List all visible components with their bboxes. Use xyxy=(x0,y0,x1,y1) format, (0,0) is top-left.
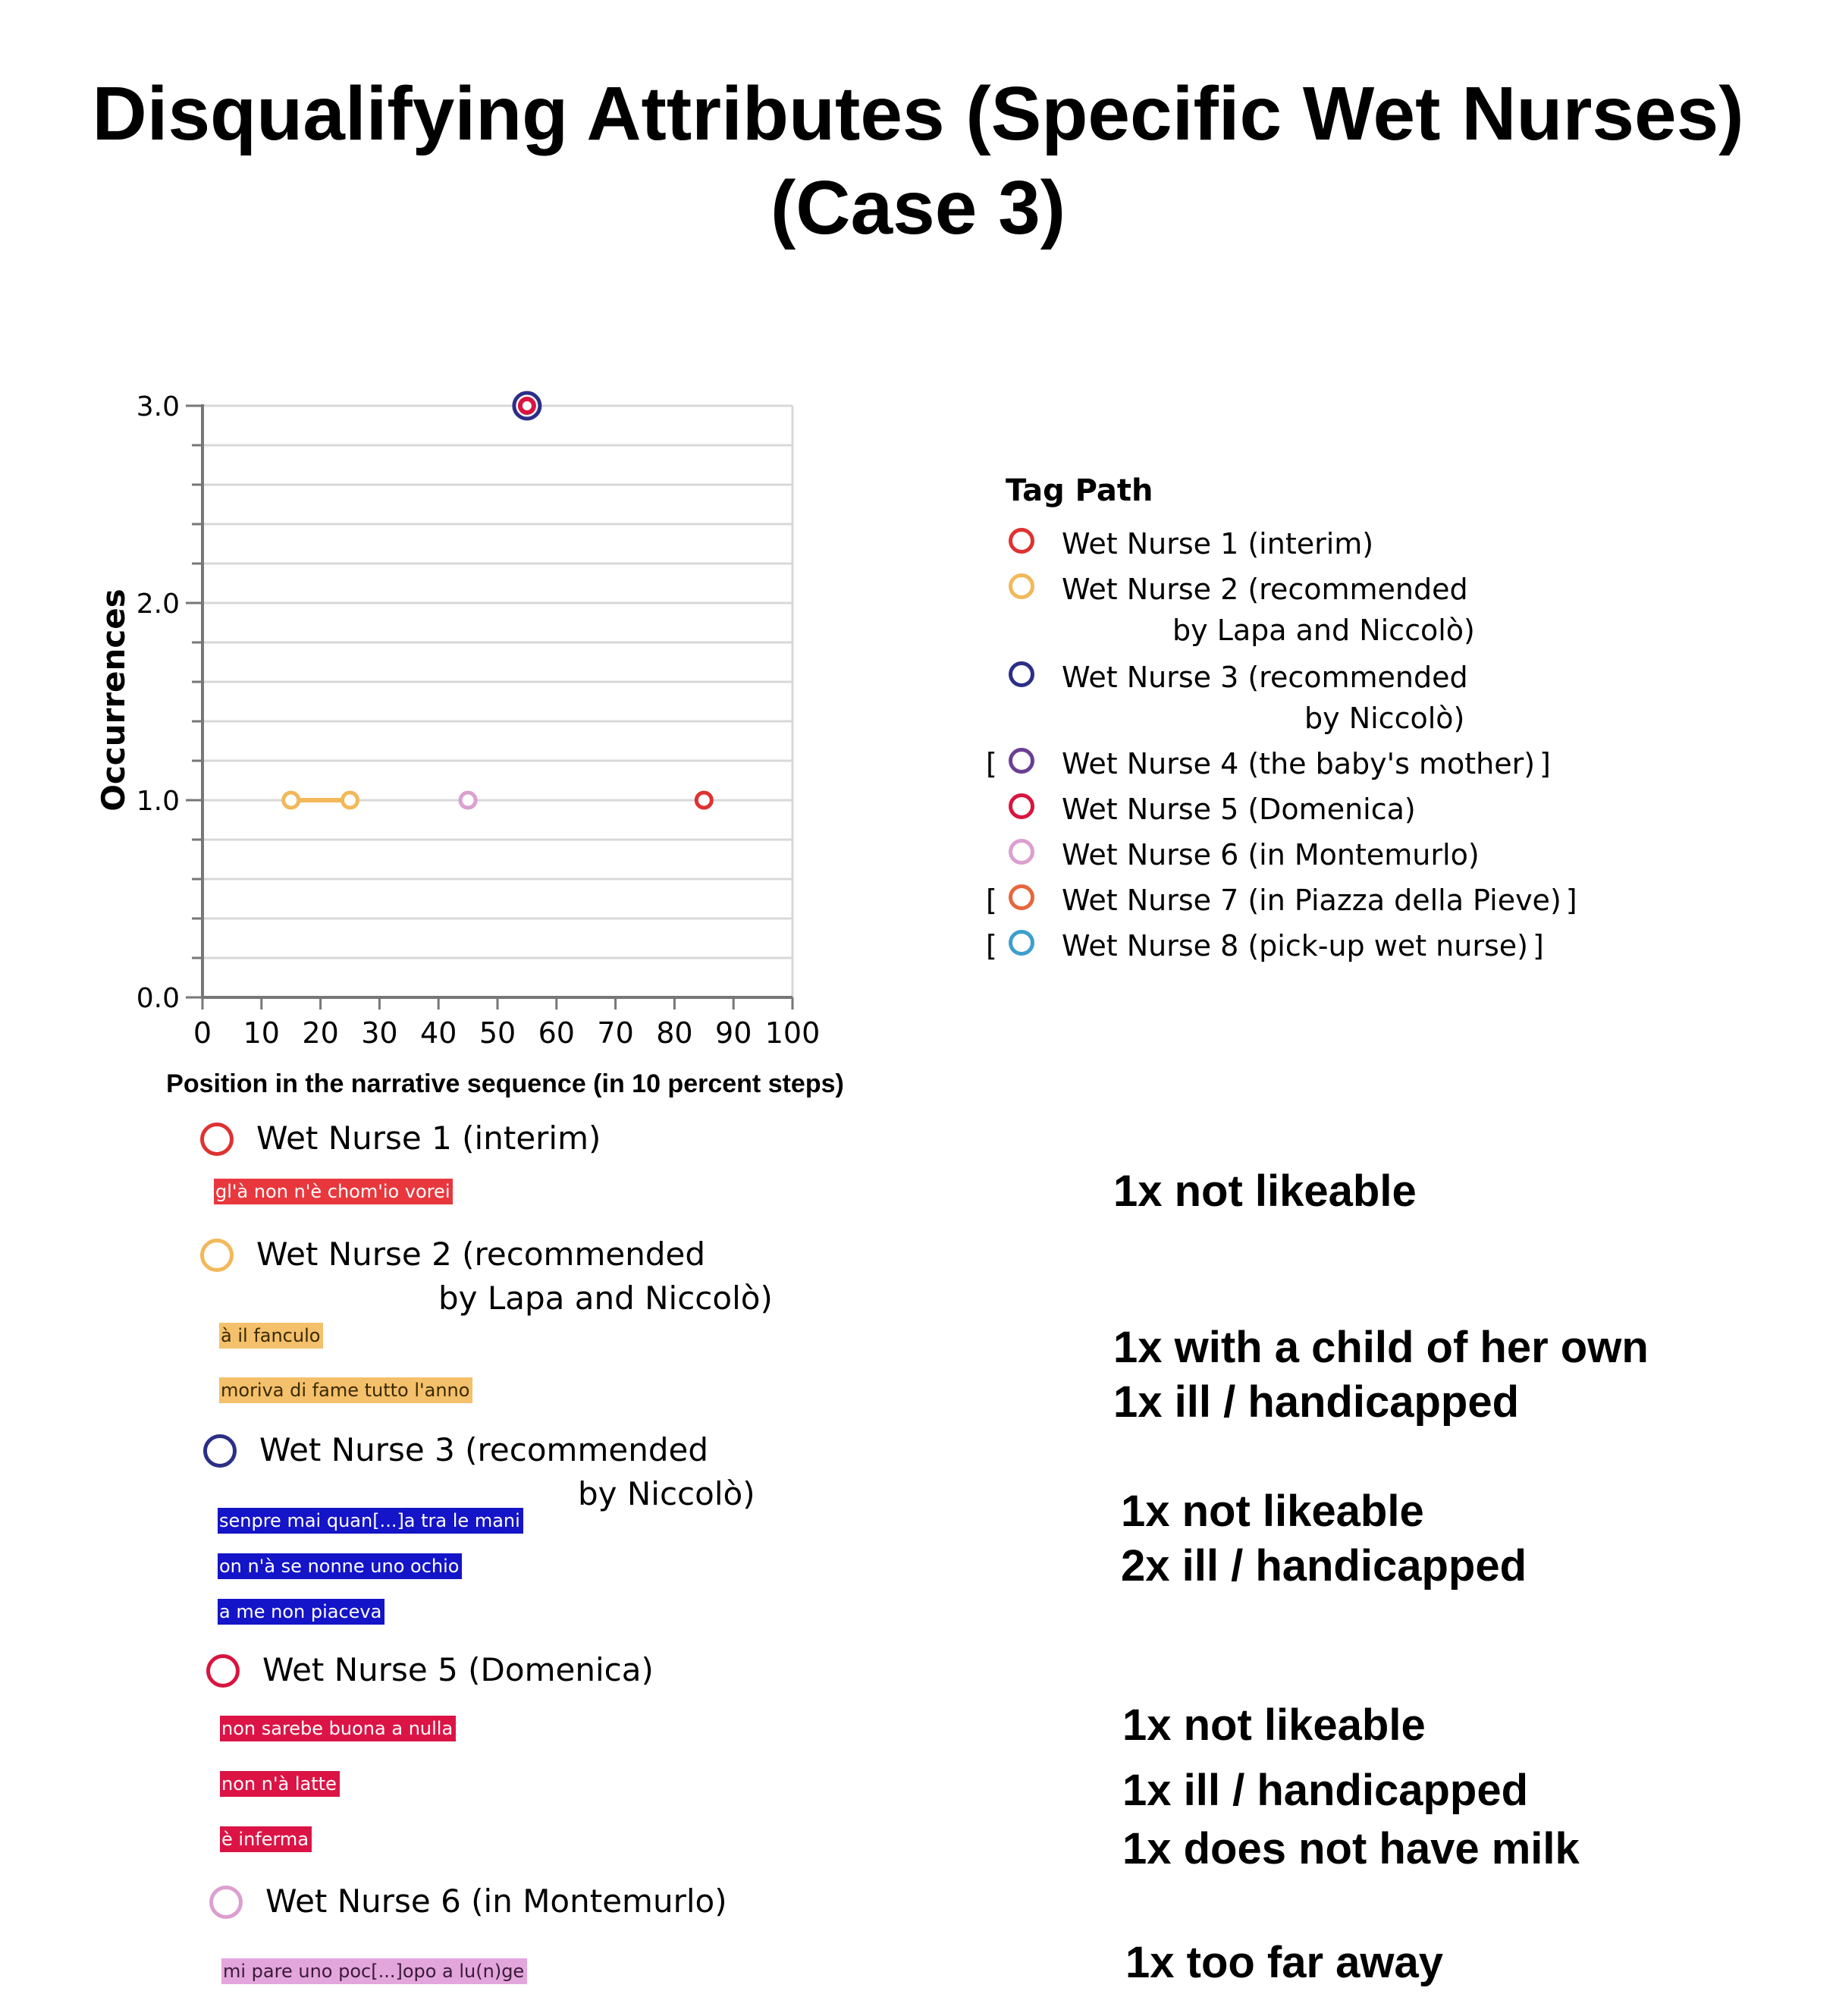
wet-nurse-marker-icon xyxy=(200,1239,234,1272)
quote-highlight: è inferma xyxy=(220,1826,312,1852)
wet-nurse-label: Wet Nurse 1 (interim) xyxy=(256,1119,601,1157)
legend-marker-icon xyxy=(1009,528,1034,554)
x-tick-label: 0 xyxy=(193,1016,212,1050)
attribute-summary: 1x not likeable xyxy=(1121,1487,1424,1536)
legend-marker-icon xyxy=(1009,930,1034,956)
legend-bracket-open: [ xyxy=(986,884,997,917)
wet-nurse-marker-icon xyxy=(200,1123,234,1156)
x-tick-label: 90 xyxy=(715,1016,752,1050)
page-title: Disqualifying Attributes (Specific Wet N… xyxy=(0,67,1836,255)
x-tick-label: 100 xyxy=(765,1016,821,1050)
wet-nurse-marker-icon xyxy=(203,1434,237,1468)
chart-axes: 0.0 1.0 2.0 3.0 0 10 20 30 40 50 60 70 80 90 100 xyxy=(137,391,821,1050)
wet-nurse-label: Wet Nurse 3 (recommended xyxy=(259,1431,708,1468)
quote-highlight: senpre mai quan[...]a tra le mani xyxy=(218,1508,523,1534)
x-axis-label: Position in the narrative sequence (in 1… xyxy=(166,1069,844,1098)
attribute-summary: 1x with a child of her own xyxy=(1113,1323,1649,1372)
title-line-1: Disqualifying Attributes (Specific Wet N… xyxy=(92,71,1744,156)
quote-highlight: mi pare uno poc[...]opo a lu(n)ge xyxy=(221,1958,528,1984)
legend-label: Wet Nurse 7 (in Piazza della Pieve)] xyxy=(1062,884,1577,917)
quote-highlight: à il fanculo xyxy=(219,1323,324,1349)
attribute-summary: 1x too far away xyxy=(1125,1938,1444,1987)
quote-highlight: a me non piaceva xyxy=(218,1599,385,1625)
quote-highlight: on n'à se nonne uno ochio xyxy=(218,1553,463,1579)
wet-nurse-marker-icon xyxy=(209,1886,243,1919)
y-axis-label: Occurrences xyxy=(95,589,132,812)
x-tick-label: 60 xyxy=(538,1016,575,1050)
legend-label-continued: by Lapa and Niccolò) xyxy=(1172,614,1475,647)
data-point xyxy=(341,790,359,810)
legend-bracket-close: ] xyxy=(1532,929,1544,962)
quote-highlight: moriva di fame tutto l'anno xyxy=(219,1377,473,1403)
quote-highlight: gl'à non n'è chom'io vorei xyxy=(214,1179,454,1204)
legend-marker-icon xyxy=(1009,573,1034,599)
chart-grid xyxy=(202,404,794,997)
x-tick-label: 30 xyxy=(361,1016,397,1050)
attribute-summary: 1x not likeable xyxy=(1113,1167,1417,1216)
wet-nurse-label: Wet Nurse 6 (in Montemurlo) xyxy=(265,1883,727,1920)
legend-label: Wet Nurse 4 (the baby's mother)] xyxy=(1062,747,1551,780)
attribute-summary: 1x ill / handicapped xyxy=(1113,1377,1520,1427)
attribute-summary: 2x ill / handicapped xyxy=(1121,1541,1527,1591)
legend-bracket-close: ] xyxy=(1539,747,1551,780)
wet-nurse-label-continued: by Lapa and Niccolò) xyxy=(438,1280,773,1317)
legend-label: Wet Nurse 1 (interim) xyxy=(1062,527,1374,561)
legend-bracket-open: [ xyxy=(986,747,997,780)
x-tick-label: 40 xyxy=(420,1016,457,1050)
wet-nurse-marker-icon xyxy=(206,1654,240,1688)
legend-marker-icon xyxy=(1009,661,1034,687)
wet-nurse-label-continued: by Niccolò) xyxy=(578,1475,755,1512)
data-point xyxy=(694,790,714,810)
chart-marks xyxy=(281,391,714,810)
data-point xyxy=(458,790,478,810)
scatter-chart: 0.0 1.0 2.0 3.0 0 10 20 30 40 50 60 70 80 90 100 Posit… xyxy=(95,391,844,1098)
y-tick-label: 1.0 xyxy=(137,786,180,817)
attribute-summary: 1x does not have milk xyxy=(1122,1824,1580,1873)
y-tick-label: 3.0 xyxy=(137,391,180,422)
wet-nurse-label: Wet Nurse 5 (Domenica) xyxy=(262,1651,654,1688)
data-point xyxy=(517,397,536,415)
data-point xyxy=(281,790,301,810)
legend-bracket-close: ] xyxy=(1565,884,1577,917)
quote-highlight: non n'à latte xyxy=(220,1771,340,1797)
legend-label: Wet Nurse 6 (in Montemurlo) xyxy=(1062,838,1480,871)
wet-nurse-label: Wet Nurse 2 (recommended xyxy=(256,1236,705,1273)
legend-label: Wet Nurse 5 (Domenica) xyxy=(1062,793,1416,826)
legend-bracket-open: [ xyxy=(986,929,997,962)
legend-marker-icon xyxy=(1009,748,1034,774)
x-tick-label: 80 xyxy=(656,1016,692,1050)
x-tick-label: 50 xyxy=(479,1016,516,1050)
legend-label: Wet Nurse 3 (recommended xyxy=(1062,661,1468,694)
legend-marker-icon xyxy=(1009,793,1034,819)
attribute-summary: 1x ill / handicapped xyxy=(1122,1766,1529,1815)
x-tick-label: 70 xyxy=(597,1016,633,1050)
legend-label-continued: by Niccolò) xyxy=(1304,702,1465,735)
y-tick-label: 0.0 xyxy=(137,983,180,1014)
x-tick-label: 20 xyxy=(302,1016,338,1050)
y-tick-label: 2.0 xyxy=(137,589,180,620)
attribute-summary: 1x not likeable xyxy=(1122,1700,1426,1750)
legend-label: Wet Nurse 8 (pick-up wet nurse)] xyxy=(1062,929,1544,962)
legend-label: Wet Nurse 2 (recommended xyxy=(1062,573,1468,606)
title-line-2: (Case 3) xyxy=(770,165,1066,250)
legend-marker-icon xyxy=(1009,884,1034,910)
legend-title: Tag Path xyxy=(1006,473,1153,508)
legend-marker-icon xyxy=(1009,839,1034,865)
quote-highlight: non sarebe buona a nulla xyxy=(220,1716,457,1741)
x-tick-label: 10 xyxy=(243,1016,280,1050)
